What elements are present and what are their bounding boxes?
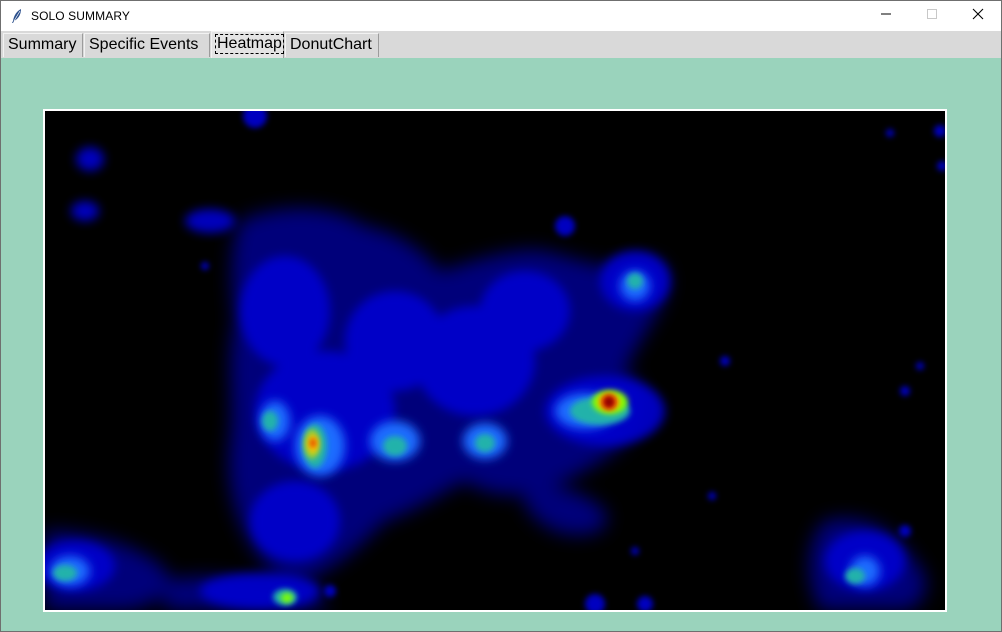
tab-label: Summary bbox=[8, 36, 77, 53]
notebook-tab-bar: Summary Specific Events Heatmap DonutCha… bbox=[1, 31, 1001, 58]
tab-label: Heatmap bbox=[215, 34, 284, 54]
window-title: SOLO SUMMARY bbox=[31, 9, 130, 23]
tab-summary[interactable]: Summary bbox=[3, 33, 83, 57]
heatmap-tab-content bbox=[1, 58, 1001, 631]
heatmap-image bbox=[45, 111, 945, 610]
maximize-icon bbox=[926, 7, 938, 25]
tab-specific-events[interactable]: Specific Events bbox=[84, 33, 210, 57]
close-icon bbox=[972, 7, 984, 25]
maximize-button[interactable] bbox=[909, 1, 955, 31]
tab-label: Specific Events bbox=[89, 36, 199, 53]
tab-label: DonutChart bbox=[290, 36, 372, 53]
heatmap-graphic bbox=[45, 111, 945, 610]
title-bar[interactable]: SOLO SUMMARY bbox=[1, 1, 1001, 31]
heatmap-frame bbox=[43, 109, 947, 612]
minimize-icon bbox=[880, 7, 892, 25]
feather-icon bbox=[10, 8, 24, 24]
close-button[interactable] bbox=[955, 1, 1001, 31]
tab-donutchart[interactable]: DonutChart bbox=[285, 33, 379, 57]
minimize-button[interactable] bbox=[863, 1, 909, 31]
tab-heatmap[interactable]: Heatmap bbox=[211, 31, 284, 58]
